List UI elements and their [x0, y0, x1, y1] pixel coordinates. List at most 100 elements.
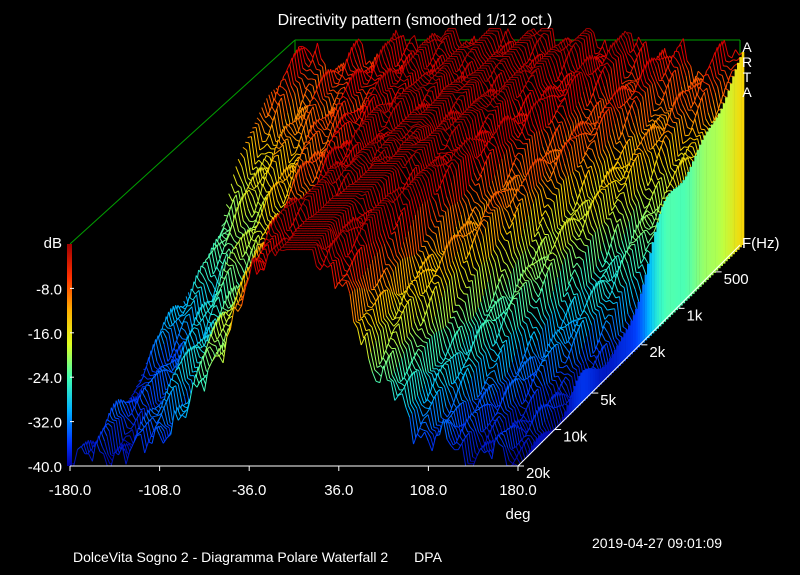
slice-segment	[625, 79, 630, 82]
slice-segment	[621, 81, 626, 85]
slice-segment	[450, 33, 455, 48]
slice-segment	[714, 52, 720, 74]
slice-segment	[678, 51, 683, 65]
slice-segment	[616, 51, 621, 56]
slice-segment	[638, 36, 643, 45]
slice-segment	[662, 80, 668, 89]
slice-segment	[366, 71, 372, 74]
slice-segment	[390, 85, 395, 88]
slice-segment	[303, 47, 309, 58]
slice-segment	[318, 63, 323, 68]
slice-segment	[332, 86, 336, 88]
slice-segment	[629, 49, 635, 54]
slice-segment	[511, 37, 516, 43]
slice-segment	[651, 57, 656, 68]
slice-segment	[724, 87, 730, 92]
slice-segment	[627, 72, 633, 78]
slice-segment	[684, 62, 689, 71]
slice-segment	[656, 81, 662, 89]
slice-segment	[439, 41, 445, 45]
slice-segment	[715, 76, 721, 82]
slice-segment	[685, 90, 690, 92]
slice-segment	[685, 134, 689, 137]
slice-segment	[296, 87, 302, 107]
slice-segment	[607, 49, 613, 58]
slice-segment	[633, 64, 639, 80]
slice-segment	[285, 63, 291, 73]
slice-segment	[482, 94, 487, 96]
slice-segment	[372, 93, 377, 96]
slice-segment	[414, 35, 419, 49]
waterfall-surface	[70, 28, 745, 467]
slice-segment	[443, 41, 448, 53]
slice-segment	[436, 39, 442, 43]
slice-segment	[334, 82, 339, 85]
slice-segment	[681, 63, 687, 76]
slice-segment	[525, 138, 530, 140]
slice-segment	[288, 88, 293, 100]
slice-segment	[293, 83, 298, 89]
slice-segment	[290, 85, 296, 94]
slice-segment	[481, 42, 487, 52]
slice-segment	[434, 38, 440, 48]
slice-segment	[713, 79, 719, 87]
slice-segment	[402, 34, 408, 49]
slice-segment	[610, 44, 615, 55]
slice-segment	[294, 93, 299, 115]
slice-segment	[611, 56, 617, 61]
slice-segment	[488, 48, 493, 57]
slice-segment	[534, 44, 539, 56]
slice-segment	[540, 50, 545, 55]
slice-segment	[703, 73, 708, 77]
slice-segment	[280, 78, 286, 82]
slice-segment	[389, 39, 395, 44]
slice-segment	[363, 83, 368, 85]
slice-segment	[303, 74, 309, 80]
slice-segment	[712, 99, 718, 117]
slice-segment	[400, 35, 406, 54]
slice-segment	[426, 62, 431, 68]
slice-segment	[343, 66, 349, 76]
slice-segment	[447, 35, 453, 50]
slice-segment	[469, 46, 475, 50]
slice-segment	[593, 32, 598, 48]
slice-segment	[543, 32, 549, 36]
slice-segment	[631, 72, 636, 81]
slice-segment	[622, 32, 627, 39]
slice-segment	[522, 51, 527, 65]
slice-segment	[617, 37, 622, 46]
slice-segment	[408, 72, 413, 74]
slice-segment	[394, 64, 400, 68]
slice-segment	[672, 121, 677, 124]
slice-segment	[411, 42, 417, 51]
slice-segment	[434, 32, 439, 40]
slice-segment	[615, 59, 620, 90]
slice-segment	[312, 59, 317, 70]
slice-segment	[541, 35, 546, 41]
slice-segment	[555, 46, 561, 53]
slice-segment	[341, 74, 347, 81]
slice-segment	[295, 80, 300, 84]
slice-segment	[622, 53, 628, 72]
slice-segment	[355, 40, 361, 50]
slice-segment	[306, 88, 312, 93]
slice-segment	[599, 53, 605, 57]
slice-segment	[397, 58, 402, 66]
slice-segment	[520, 44, 526, 48]
slice-segment	[589, 28, 595, 33]
slice-segment	[374, 107, 379, 109]
slice-segment	[686, 60, 692, 67]
slice-segment	[350, 70, 355, 73]
slice-segment	[659, 79, 664, 82]
slice-segment	[614, 54, 619, 58]
slice-segment	[618, 48, 624, 55]
slice-segment	[409, 121, 414, 123]
slice-segment	[286, 136, 291, 138]
slice-segment	[708, 84, 714, 100]
slice-segment	[621, 44, 626, 54]
slice-segment	[597, 46, 602, 50]
slice-segment	[489, 113, 494, 115]
slice-segment	[656, 58, 661, 61]
slice-segment	[623, 177, 628, 179]
slice-segment	[336, 88, 342, 94]
